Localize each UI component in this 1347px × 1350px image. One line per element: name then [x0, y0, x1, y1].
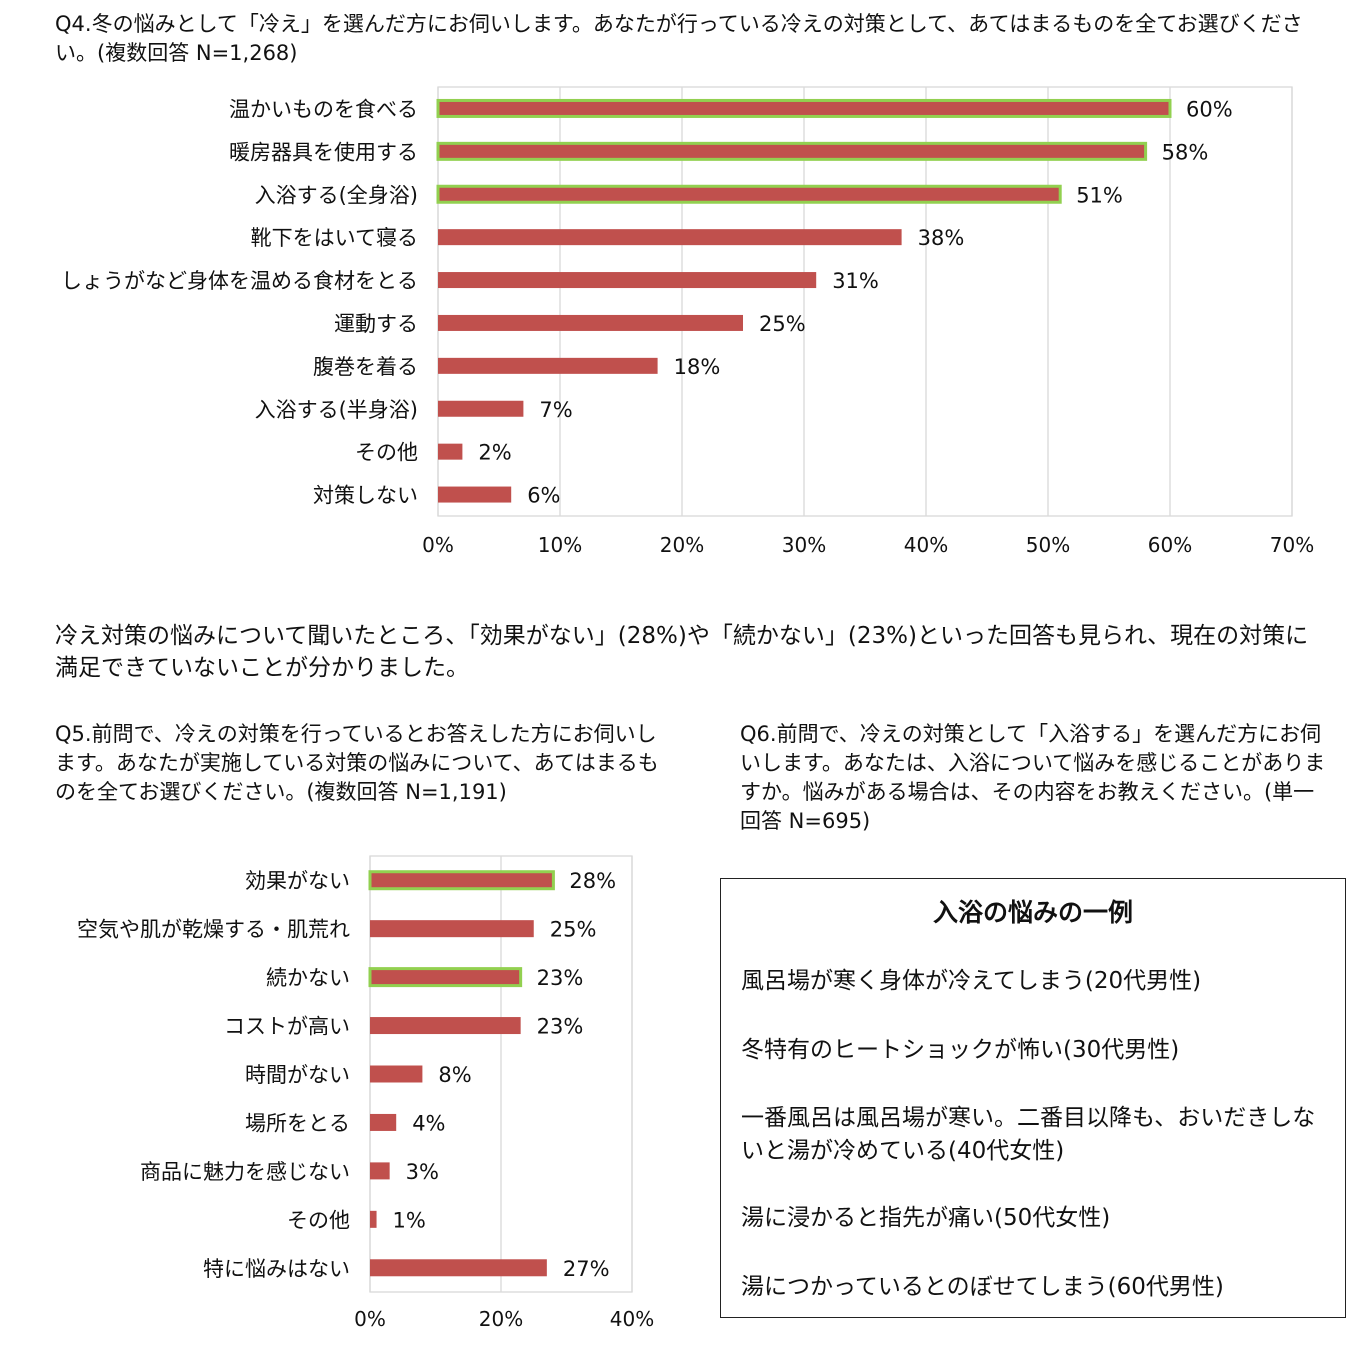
- bar: [438, 400, 524, 417]
- voice-item: 一番風呂は風呂場が寒い。二番目以降も、おいだきしないと湯が冷めている(40代女性…: [741, 1105, 1316, 1164]
- voice-item: 風呂場が寒く身体が冷えてしまう(20代男性): [741, 968, 1202, 994]
- category-label: 入浴する(全身浴): [255, 183, 418, 207]
- value-label: 28%: [569, 869, 616, 893]
- x-tick-label: 0%: [354, 1307, 386, 1331]
- value-label: 8%: [438, 1063, 471, 1087]
- value-label: 1%: [393, 1208, 426, 1232]
- q5-bar-chart: 0% 20% 40% 効果がない 28% 空気や肌が乾燥する・肌荒れ 25% 続かない 23% コ…: [77, 855, 654, 1331]
- bar: [368, 870, 555, 891]
- value-label: 6%: [527, 484, 560, 508]
- bar: [370, 1113, 397, 1131]
- x-tick-label: 20%: [660, 533, 704, 557]
- value-label: 25%: [759, 312, 806, 336]
- bar: [370, 1210, 377, 1228]
- q4-bar-chart: 0% 10% 20% 30% 40% 50% 60% 70% 温かいものを食べる 60% 暖房器具を…: [61, 86, 1314, 557]
- value-label: 23%: [537, 966, 584, 990]
- value-label: 4%: [412, 1111, 445, 1135]
- x-tick-label: 20%: [479, 1307, 523, 1331]
- value-label: 51%: [1076, 183, 1123, 207]
- value-label: 2%: [478, 441, 511, 465]
- value-label: 3%: [406, 1160, 439, 1184]
- voice-item: 湯に浸かると指先が痛い(50代女性): [741, 1205, 1111, 1231]
- bar: [438, 314, 743, 331]
- bar: [436, 98, 1172, 118]
- x-tick-label: 70%: [1270, 533, 1314, 557]
- bar: [438, 272, 817, 289]
- category-label: その他: [355, 441, 418, 465]
- bar: [436, 141, 1148, 161]
- category-label: 商品に魅力を感じない: [140, 1160, 350, 1184]
- x-tick-label: 40%: [904, 533, 948, 557]
- category-label: コストが高い: [224, 1015, 350, 1039]
- value-label: 25%: [550, 918, 597, 942]
- value-label: 27%: [563, 1257, 610, 1281]
- x-tick-label: 0%: [422, 533, 454, 557]
- bar: [438, 486, 512, 503]
- bath-concerns-box: 入浴の悩みの一例 風呂場が寒く身体が冷えてしまう(20代男性) 冬特有のヒートシ…: [720, 878, 1346, 1318]
- q6-question: Q6.前問で、冷えの対策として「入浴する」を選んだ方にお伺いします。あなたは、入…: [740, 722, 1326, 833]
- bar: [436, 184, 1062, 204]
- category-label: その他: [287, 1208, 350, 1232]
- value-label: 58%: [1162, 140, 1209, 164]
- value-label: 18%: [674, 355, 721, 379]
- voice-item: 冬特有のヒートショックが怖い(30代男性): [741, 1037, 1180, 1063]
- bar: [368, 967, 523, 988]
- voice-item: 湯につかっているとのぼせてしまう(60代男性): [741, 1274, 1224, 1300]
- category-label: 暖房器具を使用する: [229, 140, 418, 164]
- bar: [438, 357, 658, 374]
- plot-frame: [437, 86, 1293, 517]
- bath-concerns-title: 入浴の悩みの一例: [932, 898, 1133, 927]
- category-label: 効果がない: [245, 869, 350, 893]
- category-label: 特に悩みはない: [203, 1257, 350, 1281]
- category-label: 入浴する(半身浴): [255, 398, 418, 422]
- category-label: 靴下をはいて寝る: [251, 226, 418, 250]
- category-label: 対策しない: [313, 484, 418, 508]
- category-label: 時間がない: [245, 1063, 350, 1087]
- bar: [370, 1162, 390, 1180]
- q4-question: Q4.冬の悩みとして「冷え」を選んだ方にお伺いします。あなたが行っている冷えの対…: [55, 12, 1303, 65]
- category-label: 場所をとる: [245, 1111, 350, 1135]
- bar: [370, 1017, 521, 1035]
- category-label: 空気や肌が乾燥する・肌荒れ: [77, 918, 350, 942]
- q5-question: Q5.前問で、冷えの対策を行っているとお答えした方にお伺いします。あなたが実施し…: [55, 722, 659, 804]
- x-tick-label: 10%: [538, 533, 582, 557]
- category-label: 温かいものを食べる: [229, 97, 418, 121]
- x-tick-label: 60%: [1148, 533, 1192, 557]
- value-label: 31%: [832, 269, 879, 293]
- bar: [370, 920, 534, 938]
- bar: [438, 443, 463, 460]
- value-label: 23%: [537, 1015, 584, 1039]
- value-label: 38%: [918, 226, 965, 250]
- bar: [370, 1065, 423, 1083]
- category-label: 運動する: [334, 312, 418, 336]
- value-label: 7%: [539, 398, 572, 422]
- category-label: しょうがなど身体を温める食材をとる: [61, 269, 418, 293]
- x-tick-label: 40%: [610, 1307, 654, 1331]
- bar: [370, 1259, 547, 1277]
- category-label: 続かない: [266, 966, 350, 990]
- bar: [438, 229, 902, 246]
- value-label: 60%: [1186, 97, 1233, 121]
- x-tick-label: 50%: [1026, 533, 1070, 557]
- summary-text: 冷え対策の悩みについて聞いたところ、「効果がない」(28%)や「続かない」(23…: [55, 623, 1309, 681]
- x-tick-label: 30%: [782, 533, 826, 557]
- category-label: 腹巻を着る: [313, 355, 418, 379]
